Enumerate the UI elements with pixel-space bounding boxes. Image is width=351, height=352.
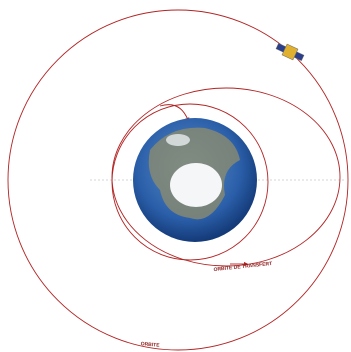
orbit-label: ORBITE (140, 341, 160, 349)
transfer-orbit-label: ORBITE DE TRANSFERT (213, 261, 272, 273)
satellite (275, 43, 305, 61)
arrow (159, 104, 190, 123)
outer-orbit (7, 9, 349, 351)
earth (133, 118, 257, 242)
low-orbit (111, 103, 269, 261)
